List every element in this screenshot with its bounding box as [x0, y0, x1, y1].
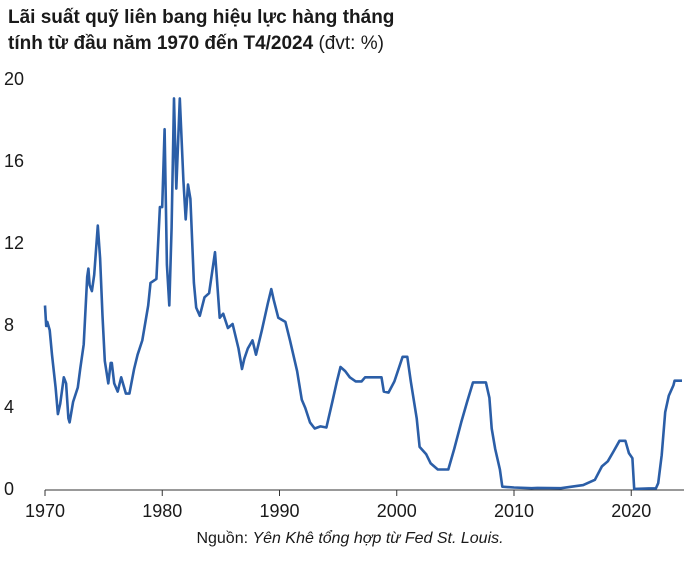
unit: (đvt: %) — [318, 33, 384, 54]
line — [43, 97, 682, 491]
source: Nguồn: Yên Khê tổng hợp từ Fed St. Louis… — [0, 530, 700, 548]
x-tick-label: 2000 — [377, 501, 417, 521]
x-tick-label: 1970 — [25, 501, 65, 521]
source-text: Yên Khê tổng hợp từ Fed St. Louis. — [252, 530, 504, 547]
y-tick-label: 0 — [4, 479, 14, 499]
y-tick-label: 4 — [4, 397, 14, 417]
y-tick-label: 16 — [4, 151, 24, 171]
x-tick-label: 2020 — [611, 501, 651, 521]
source-label: Nguồn: — [196, 530, 249, 547]
x-tick-label: 1990 — [259, 501, 299, 521]
y-tick-label: 8 — [4, 315, 14, 335]
chart-title: Lãi suất quỹ liên bang hiệu lực hàng thá… — [8, 7, 395, 28]
chart-title: tính từ đầu năm 1970 đến T4/2024 — [8, 33, 314, 54]
y-tick-label: 20 — [4, 69, 24, 89]
y-tick-label: 12 — [4, 233, 24, 253]
x-tick-label: 2010 — [494, 501, 534, 521]
x-tick-label: 1980 — [142, 501, 182, 521]
chart-title-line: tính từ đầu năm 1970 đến T4/2024 (đvt: %… — [8, 32, 384, 56]
